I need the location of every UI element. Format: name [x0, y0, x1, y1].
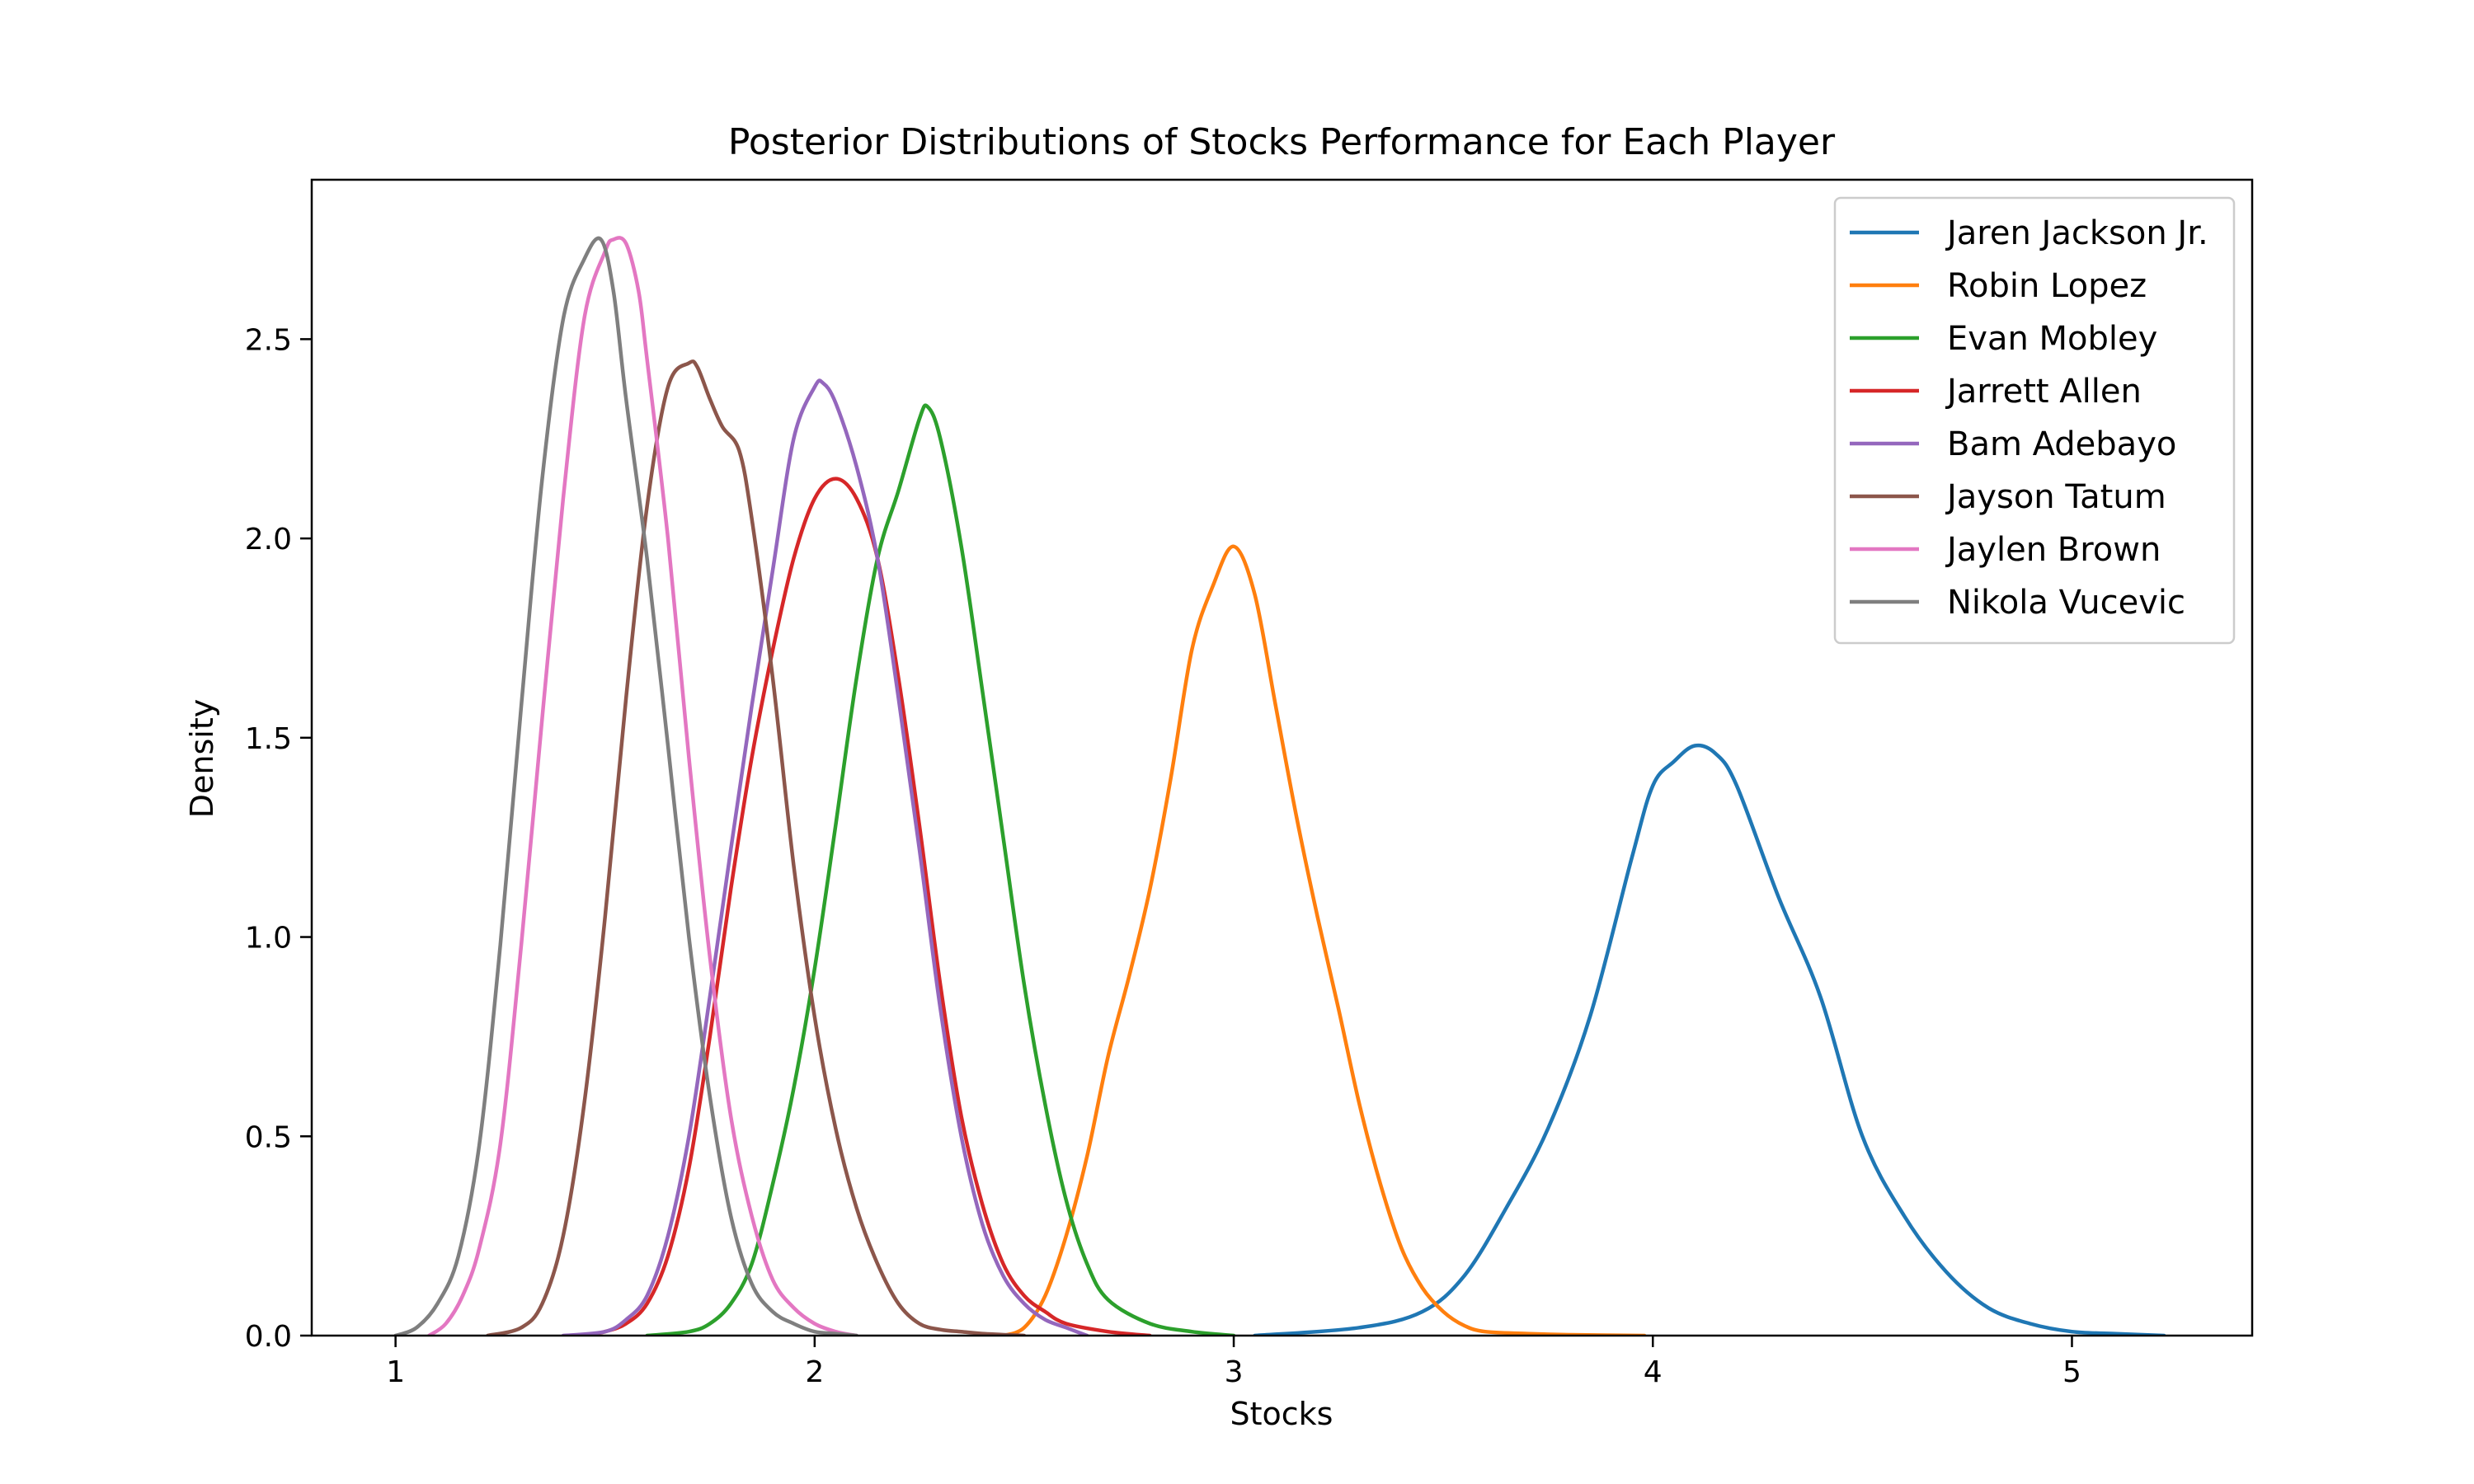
legend-label-bam-adebayo: Bam Adebayo — [1947, 425, 2176, 463]
legend-label-jarrett-allen: Jarrett Allen — [1945, 373, 2142, 411]
legend-label-evan-mobley: Evan Mobley — [1947, 320, 2157, 358]
series-line-jayson-tatum — [486, 359, 1027, 1336]
chart-title: Posterior Distributions of Stocks Perfor… — [728, 121, 1836, 163]
x-tick-label: 1 — [386, 1355, 405, 1389]
plot-area — [393, 236, 2166, 1336]
series-line-jaren-jackson-jr — [1253, 743, 2166, 1336]
legend-box — [1833, 196, 2236, 645]
legend-label-robin-lopez: Robin Lopez — [1947, 267, 2147, 305]
y-tick-label: 2.5 — [245, 323, 292, 357]
series-line-evan-mobley — [645, 403, 1236, 1336]
x-axis-label: Stocks — [1230, 1396, 1333, 1432]
x-tick-label: 3 — [1225, 1355, 1244, 1389]
series-line-jarrett-allen — [582, 477, 1152, 1336]
series-line-robin-lopez — [1001, 544, 1647, 1336]
x-tick-label: 2 — [805, 1355, 824, 1389]
y-tick-label: 0.0 — [245, 1320, 292, 1354]
legend-label-jaren-jackson-jr: Jaren Jackson Jr. — [1945, 214, 2208, 252]
plot-frame — [310, 178, 2254, 1337]
legend-label-nikola-vucevic: Nikola Vucevic — [1947, 584, 2185, 622]
y-axis-label: Density — [184, 699, 220, 818]
y-tick-label: 1.0 — [245, 922, 292, 956]
legend-label-jayson-tatum: Jayson Tatum — [1945, 478, 2166, 516]
series-line-jaylen-brown — [427, 236, 858, 1336]
axes: 1 2 3 4 5 0.0 0.5 1.0 1.5 2.0 2.5 — [245, 178, 2254, 1389]
y-tick-label: 2.0 — [245, 523, 292, 556]
series-line-bam-adebayo — [561, 378, 1089, 1336]
series-lines — [393, 236, 2166, 1336]
x-tick-label: 4 — [1644, 1355, 1663, 1389]
y-tick-label: 0.5 — [245, 1120, 292, 1154]
legend-label-jaylen-brown: Jaylen Brown — [1945, 531, 2161, 569]
legend: Jaren Jackson Jr. Robin Lopez Evan Mobley J… — [1833, 196, 2236, 645]
x-tick-label: 5 — [2062, 1355, 2081, 1389]
series-line-nikola-vucevic — [393, 236, 858, 1336]
y-tick-label: 1.5 — [245, 722, 292, 756]
